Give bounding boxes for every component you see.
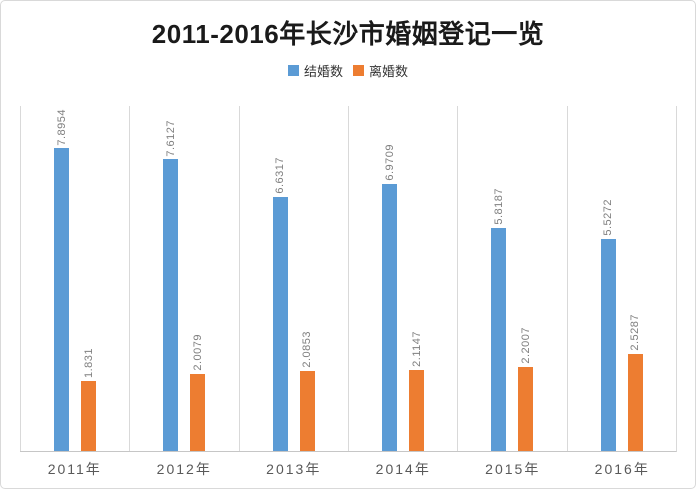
data-label: 5.5272 [602, 199, 615, 237]
divorce-bar-2013年[interactable] [299, 371, 315, 451]
bar-slot: 7.8954 [54, 106, 70, 451]
legend-swatch-divorces-icon [353, 65, 364, 76]
bar-slot: 2.5287 [627, 106, 643, 451]
bar-slot: 2.0079 [190, 106, 206, 451]
bar-slot: 2.0853 [299, 106, 315, 451]
x-axis-label: 2016年 [594, 461, 650, 477]
data-label: 2.1147 [410, 331, 423, 367]
x-axis-label: 2013年 [266, 461, 322, 477]
category-column: 7.8954 1.831 [20, 106, 129, 451]
marriage-bar-2013年[interactable] [272, 196, 288, 451]
marriage-bar-2014年[interactable] [382, 183, 398, 451]
divorce-bar-2014年[interactable] [409, 369, 425, 451]
data-label: 2.5287 [629, 314, 642, 352]
divorce-bar-2016年[interactable] [627, 354, 643, 451]
bar-slot: 6.6317 [272, 106, 288, 451]
marriage-bar-2015年[interactable] [491, 227, 507, 451]
bar-slot: 5.5272 [600, 106, 616, 451]
x-axis-labels: 2011年 2012年 2013年 2014年 2015年 2016年 [20, 459, 677, 479]
bar-slot: 6.9709 [382, 106, 398, 451]
data-label: 5.8187 [492, 188, 505, 225]
legend-item-divorces[interactable]: 离婚数 [353, 61, 408, 80]
bar-slot: 2.1147 [409, 106, 425, 451]
data-label: 7.6127 [164, 119, 177, 157]
legend-item-marriages[interactable]: 结婚数 [287, 61, 343, 80]
plot-area: 7.8954 1.831 7.6127 2.0079 6.6317 2.0853 6.970… [20, 106, 677, 452]
category-column: 5.8187 2.2007 [457, 106, 566, 451]
bar-slot: 1.831 [81, 106, 97, 451]
legend-label-marriages: 结婚数 [303, 64, 343, 79]
legend-label-divorces: 离婚数 [369, 64, 409, 79]
category-column: 6.6317 2.0853 [238, 106, 348, 451]
chart-legend: 结婚数 离婚数 [1, 61, 695, 80]
x-axis-label: 2015年 [485, 461, 541, 477]
data-label: 7.8954 [55, 108, 68, 146]
category-column: 6.9709 2.1147 [347, 106, 457, 451]
category-column: 7.6127 2.0079 [129, 106, 238, 451]
marriage-bar-2012年[interactable] [163, 159, 179, 451]
category-column: 5.5272 2.5287 [566, 106, 676, 451]
divorce-bar-2015年[interactable] [518, 366, 534, 451]
bar-slot: 5.8187 [491, 106, 507, 451]
marriage-bar-2016年[interactable] [600, 239, 616, 451]
chart-title: 2011-2016年长沙市婚姻登记一览 [151, 19, 545, 49]
marriage-bar-2011年[interactable] [54, 148, 70, 451]
data-label: 6.9709 [383, 144, 396, 181]
data-label: 2.0853 [301, 331, 314, 369]
divorce-bar-2011年[interactable] [81, 380, 97, 451]
data-label: 2.0079 [191, 334, 204, 372]
data-label: 1.831 [82, 347, 95, 378]
data-label: 2.2007 [519, 326, 532, 364]
x-axis-label: 2014年 [375, 461, 431, 477]
data-label: 6.6317 [274, 157, 287, 194]
x-axis-label: 2011年 [47, 461, 102, 477]
bar-slot: 7.6127 [163, 106, 179, 451]
legend-swatch-marriages-icon [287, 65, 299, 76]
x-axis-label: 2012年 [156, 461, 212, 477]
bar-slot: 2.2007 [518, 106, 534, 451]
divorce-bar-2012年[interactable] [190, 374, 206, 451]
